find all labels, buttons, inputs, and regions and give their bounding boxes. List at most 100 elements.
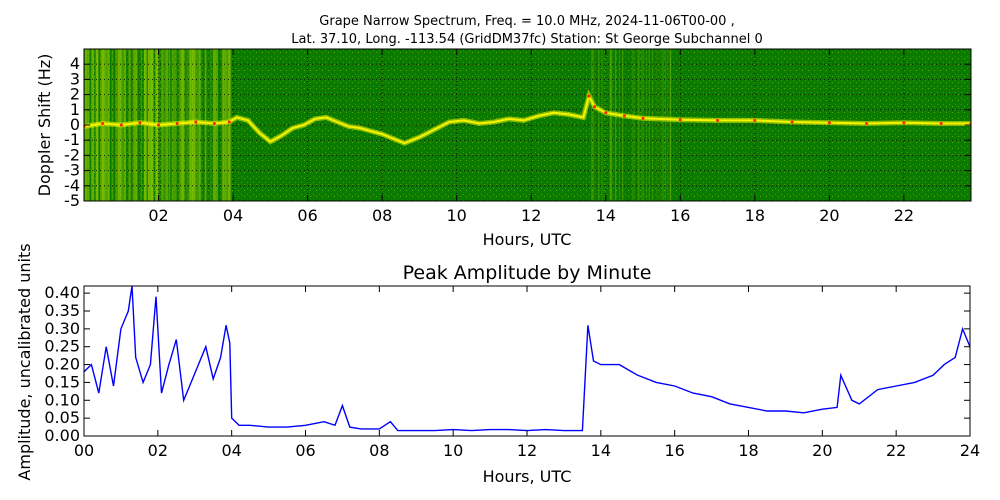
y-tick-label: 0.10 [44,390,80,409]
doppler-peak-point [641,116,645,120]
y-tick-label: 0 [70,115,80,134]
spectrogram-title-line1: Grape Narrow Spectrum, Freq. = 10.0 MHz,… [319,14,734,29]
doppler-peak-point [716,118,720,122]
noise-stripe [192,49,195,201]
amplitude-panel: 00 02 04 06 08 10 12 14 16 18 20 22 24 0.000.050.100… [15,243,980,486]
noise-stripe [193,49,196,201]
y-tick-label: 0.35 [44,301,80,320]
noise-stripe [622,49,623,201]
spectrogram-signal [84,89,971,146]
noise-stripe [604,49,606,201]
x-tick-label: 18 [745,206,765,225]
x-tick-label: 10 [447,206,467,225]
x-tick-label: 08 [369,441,389,460]
noise-stripe [642,49,644,201]
noise-stripe [194,49,196,201]
doppler-peak-point [865,122,869,125]
y-tick-label: 1 [70,100,80,119]
noise-stripe [622,49,624,201]
amplitude-line [84,286,970,432]
doppler-peak-point [622,114,626,118]
y-tick-label: 0.25 [44,337,80,356]
y-tick-label: 0.30 [44,319,80,338]
doppler-peak-point [902,121,906,125]
x-tick-label: 22 [886,441,906,460]
y-tick-label: 0.20 [44,355,80,374]
doppler-peak-point [194,120,198,124]
noise-stripe [593,49,595,201]
x-tick-label: 06 [295,441,315,460]
y-tick-label: -2 [64,145,80,164]
y-tick-label: -1 [64,130,80,149]
noise-stripe [668,49,670,201]
x-tick-label: 04 [223,206,243,225]
doppler-peak-point [604,111,608,115]
x-tick-label: 08 [372,206,392,225]
noise-stripe [189,49,191,201]
spectrogram-y-axis-label: Doppler Shift (Hz) [35,54,54,197]
y-tick-label: 0.05 [44,408,80,427]
doppler-peak-point [753,118,757,122]
noise-stripe [601,49,603,201]
noise-stripe [662,49,663,201]
y-tick-label: 4 [70,54,80,73]
amplitude-x-axis-label: Hours, UTC [483,467,572,486]
doppler-peak-point [138,121,142,125]
noise-stripe [619,49,621,201]
x-tick-label: 24 [960,441,980,460]
x-tick-label: 02 [148,441,168,460]
noise-stripe [591,49,593,201]
noise-stripe [197,49,200,201]
x-tick-label: 20 [819,206,839,225]
spectrogram-title-line2: Lat. 37.10, Long. -113.54 (GridDM37fc) S… [291,32,762,47]
noise-stripe [192,49,195,201]
noise-stripe [641,49,642,201]
doppler-peak-point [587,94,591,98]
y-tick-label: -4 [64,176,80,195]
doppler-peak-point [101,122,105,125]
noise-stripe [644,49,646,201]
doppler-peak-point [157,123,160,127]
noise-stripe [224,49,228,201]
x-tick-label: 18 [738,441,758,460]
noise-stripe [610,49,612,201]
x-tick-label: 20 [812,441,832,460]
x-tick-label: 16 [664,441,684,460]
noise-stripe [663,49,665,201]
noise-stripe [601,49,603,201]
noise-stripe [646,49,648,201]
noise-stripe [638,49,640,201]
noise-stripe [670,49,672,201]
x-tick-label: 06 [297,206,317,225]
noise-stripe [633,49,635,201]
noise-stripe [610,49,612,201]
noise-stripe [609,49,611,201]
x-tick-label: 02 [148,206,168,225]
spectrogram-x-axis-label: Hours, UTC [483,230,572,249]
doppler-peak-point [119,123,123,127]
noise-stripe [648,49,650,201]
x-tick-label: 00 [74,441,94,460]
amplitude-plot-area [84,286,970,436]
doppler-peak-point [227,120,231,124]
y-tick-label: -3 [64,161,80,180]
noise-stripe [648,49,650,201]
doppler-peak-point [175,122,179,125]
noise-stripe [193,49,197,201]
noise-stripe [667,49,669,201]
noise-stripe [670,49,672,201]
doppler-peak-point [593,105,597,109]
y-tick-label: 0.15 [44,372,80,391]
amplitude-series [84,286,970,432]
spectrogram-x-ticks: 02 04 06 08 10 12 14 16 18 20 22 [148,49,914,225]
noise-stripe [228,49,232,201]
noise-stripe [609,49,611,201]
y-tick-label: 2 [70,85,80,104]
y-tick-label: -5 [64,191,80,210]
noise-stripe [196,49,198,201]
doppler-peak-point [790,120,794,124]
noise-stripe [189,49,192,201]
doppler-peak-point [939,122,943,125]
